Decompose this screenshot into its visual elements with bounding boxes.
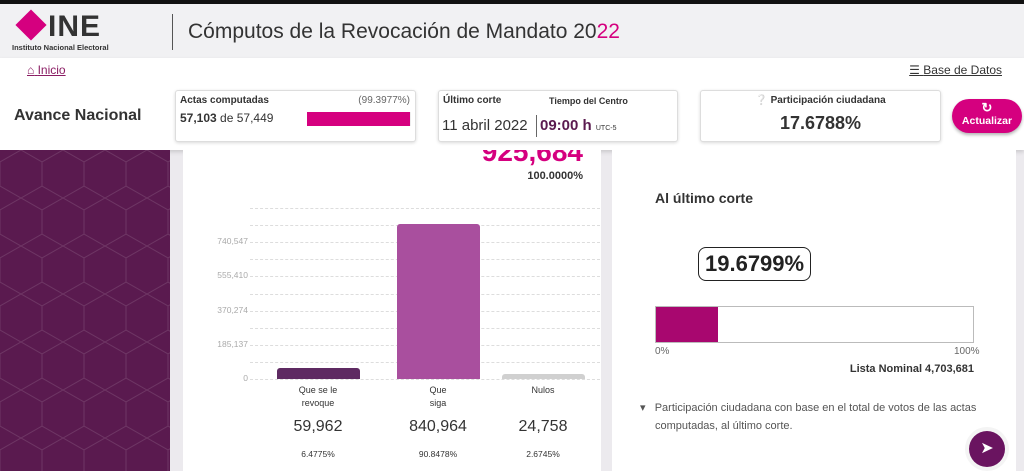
database-icon: ☰ bbox=[909, 63, 920, 77]
divider bbox=[536, 115, 537, 137]
value-label: 24,758 bbox=[518, 418, 568, 435]
total-votes: 925,684 bbox=[481, 150, 583, 167]
refresh-icon: ↻ bbox=[981, 100, 993, 115]
participacion-value: 17.6788% bbox=[779, 113, 862, 133]
home-link[interactable]: ⌂ Inicio bbox=[27, 63, 66, 77]
participation-tooltip: 19.6799% bbox=[698, 247, 812, 281]
participation-panel: Al último corte 19.6799% 0% 100% Lista N… bbox=[612, 150, 1016, 471]
actas-of: de bbox=[220, 111, 234, 125]
note-text: Participación ciudadana con base en el t… bbox=[654, 402, 977, 432]
logo-subtitle: Instituto Nacional Electoral bbox=[12, 43, 109, 52]
category-label-line: siga bbox=[429, 398, 447, 408]
help-icon[interactable]: ❔ bbox=[755, 95, 768, 106]
y-tick-label: 555,410 bbox=[217, 270, 248, 281]
percent-label: 6.4775% bbox=[301, 449, 335, 459]
category-label: Nulos bbox=[493, 384, 593, 397]
participation-bar bbox=[655, 306, 974, 343]
category-label-line: Nulos bbox=[531, 385, 555, 395]
lista-nominal: Lista Nominal 4,703,681 bbox=[849, 363, 974, 375]
decorative-sidebar bbox=[0, 150, 170, 471]
home-link-label: Inicio bbox=[37, 63, 66, 77]
database-link-label: Base de Datos bbox=[923, 63, 1002, 77]
corte-time: 09:00 h bbox=[540, 117, 592, 134]
home-icon: ⌂ bbox=[27, 63, 35, 77]
logo-diamond-icon bbox=[15, 9, 47, 41]
bar-max: 100% bbox=[954, 346, 980, 357]
percent-label: 90.8478% bbox=[418, 449, 458, 459]
refresh-button[interactable]: ↻ Actualizar bbox=[952, 99, 1022, 133]
results-panel: 925,684 100.0000% bbox=[183, 150, 601, 471]
actas-total: 57,449 bbox=[236, 111, 274, 125]
bar-3 bbox=[502, 374, 585, 379]
database-link[interactable]: ☰ Base de Datos bbox=[909, 63, 1002, 77]
corte-tz: UTC-5 bbox=[595, 125, 617, 132]
participacion-label-text: Participación ciudadana bbox=[770, 95, 886, 106]
y-tick-label: 0 bbox=[243, 373, 248, 383]
top-header: INE Instituto Nacional Electoral Cómputo… bbox=[0, 0, 1024, 58]
hexagon-pattern bbox=[0, 150, 170, 471]
actas-label: Actas computadas bbox=[180, 95, 269, 106]
category-label: Que siga bbox=[388, 384, 488, 410]
actas-card: Actas computadas (99.3977%) 57,103 de 57… bbox=[175, 90, 416, 142]
ine-logo[interactable]: INE Instituto Nacional Electoral bbox=[12, 9, 137, 54]
actas-progress-fill bbox=[307, 112, 411, 126]
participation-note: ▾ Participación ciudadana con base en el… bbox=[640, 402, 977, 432]
title-accent: 22 bbox=[596, 20, 620, 43]
tz-label: Tiempo del Centro bbox=[549, 96, 628, 106]
actas-percent: (99.3977%) bbox=[358, 95, 410, 106]
share-icon: ➤ bbox=[980, 440, 994, 457]
ultimo-title: Al último corte bbox=[655, 190, 754, 206]
logo-text: INE bbox=[48, 10, 102, 43]
category-label-line: Que bbox=[429, 385, 447, 395]
page-title: Cómputos de la Revocación de Mandato 202… bbox=[188, 20, 620, 44]
gridline bbox=[250, 208, 600, 209]
title-main: Cómputos de la Revocación de Mandato 20 bbox=[188, 20, 597, 43]
category-label-line: Que se le bbox=[298, 385, 338, 395]
section-title: Avance Nacional bbox=[14, 107, 142, 124]
bar-min: 0% bbox=[655, 346, 670, 357]
participation-bar-fill bbox=[656, 307, 719, 342]
actas-progress bbox=[307, 112, 411, 126]
participacion-card: ❔ Participación ciudadana 17.6788% bbox=[700, 90, 941, 142]
corte-date: 11 abril 2022 bbox=[442, 117, 528, 134]
divider bbox=[172, 14, 173, 50]
participacion-label: ❔ Participación ciudadana bbox=[701, 95, 940, 106]
actas-computed: 57,103 bbox=[180, 111, 217, 125]
corte-label: Último corte bbox=[443, 95, 502, 106]
corte-card: Último corte Tiempo del Centro 11 abril … bbox=[438, 90, 678, 142]
category-label-line: revoque bbox=[301, 398, 335, 408]
percent-label: 2.6745% bbox=[526, 449, 560, 459]
y-tick-label: 370,274 bbox=[217, 304, 248, 315]
refresh-label: Actualizar bbox=[961, 115, 1013, 127]
y-tick-label: 740,547 bbox=[217, 236, 248, 247]
total-percent: 100.0000% bbox=[527, 170, 583, 182]
value-label: 840,964 bbox=[409, 418, 467, 435]
gridline bbox=[250, 379, 600, 380]
category-label: Que se le revoque bbox=[268, 384, 368, 410]
share-button[interactable]: ➤ bbox=[969, 431, 1005, 467]
bar-2 bbox=[397, 223, 480, 379]
value-label: 59,962 bbox=[293, 418, 343, 435]
y-tick-label: 185,137 bbox=[217, 338, 248, 349]
bar-1 bbox=[277, 367, 360, 379]
